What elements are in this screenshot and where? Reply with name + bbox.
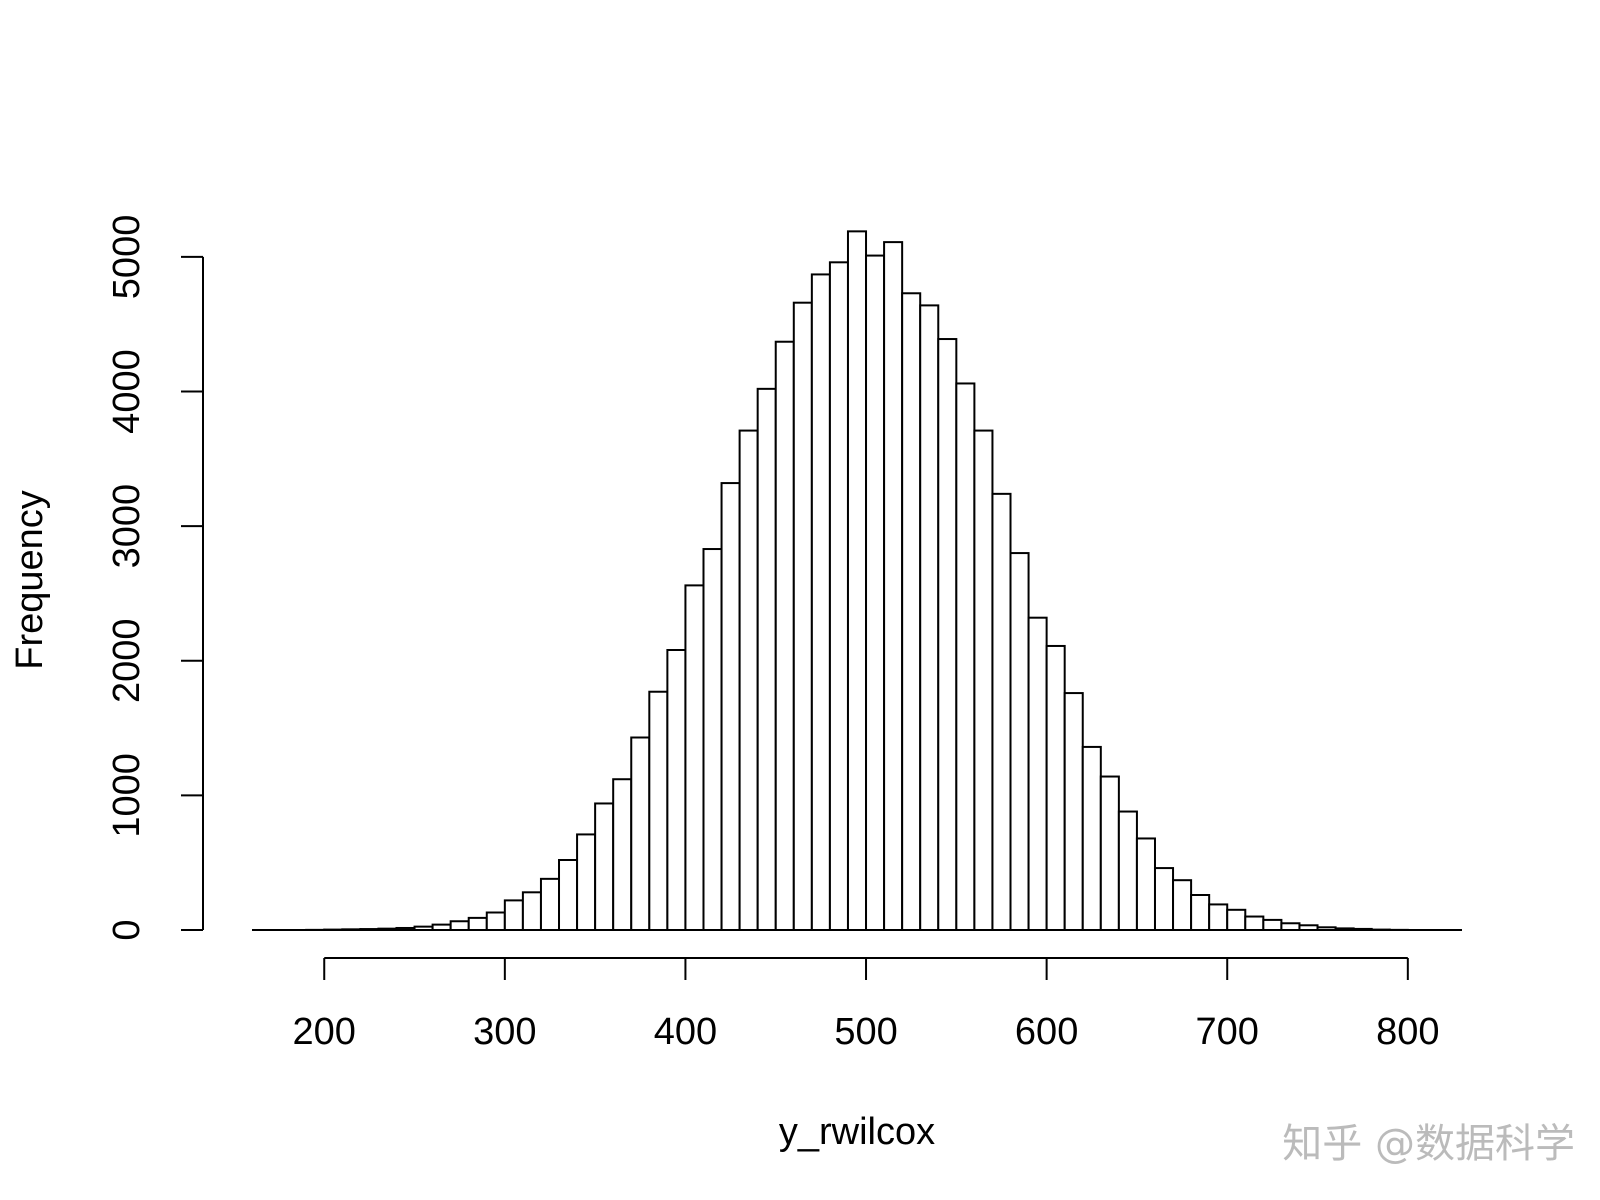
bar <box>1352 927 1373 932</box>
bar <box>720 482 741 931</box>
bar <box>1153 867 1175 931</box>
bar <box>1063 692 1084 931</box>
x-tick-label: 700 <box>1196 1011 1259 1053</box>
bar <box>684 584 705 932</box>
bar <box>648 690 669 931</box>
bar <box>449 920 470 931</box>
bar <box>1172 879 1193 932</box>
bar <box>1244 915 1265 931</box>
x-tick-label: 600 <box>1015 1011 1078 1053</box>
bar <box>558 859 579 931</box>
bar <box>467 916 488 932</box>
bar <box>792 301 813 931</box>
y-tick-label: 0 <box>106 919 148 940</box>
x-tick-label: 300 <box>473 1011 536 1053</box>
bar <box>937 338 958 931</box>
y-tick-label: 1000 <box>106 753 148 838</box>
bar <box>738 429 759 931</box>
bar <box>630 736 651 931</box>
bar <box>774 340 795 931</box>
bar <box>395 926 416 932</box>
bar <box>594 802 615 932</box>
bar <box>810 273 831 931</box>
bar <box>1262 918 1283 932</box>
y-tick-label: 2000 <box>106 618 148 703</box>
bar <box>1334 927 1355 932</box>
bar <box>503 899 524 932</box>
bar <box>919 304 940 931</box>
bar <box>521 891 542 931</box>
bar <box>377 927 398 932</box>
x-tick-label: 200 <box>293 1011 356 1053</box>
bar <box>1190 894 1211 931</box>
bar <box>485 911 506 931</box>
bar <box>1135 837 1156 932</box>
bar <box>359 928 380 931</box>
y-tick-label: 3000 <box>106 484 148 569</box>
bar <box>612 778 633 931</box>
bar <box>1099 775 1120 931</box>
bar <box>955 382 976 931</box>
bar <box>1009 552 1030 931</box>
bar <box>1081 745 1102 932</box>
bar <box>1117 810 1138 931</box>
bar <box>1027 616 1048 931</box>
bar <box>341 928 362 931</box>
y-tick-label: 4000 <box>106 349 148 434</box>
bar <box>702 548 723 931</box>
y-tick-label: 5000 <box>106 215 148 300</box>
bar <box>828 261 849 931</box>
bar <box>991 492 1012 931</box>
bar <box>666 649 687 931</box>
x-axis-label: y_rwilcox <box>779 1111 935 1153</box>
bar <box>1316 926 1337 931</box>
x-tick-label: 500 <box>834 1011 897 1053</box>
bar <box>576 833 597 932</box>
x-tick-label: 800 <box>1376 1011 1439 1053</box>
bar <box>1280 922 1301 931</box>
bar <box>756 387 777 932</box>
bar <box>1298 924 1319 931</box>
y-axis-label: Frequency <box>9 490 51 670</box>
bar <box>846 230 868 932</box>
bar <box>1208 903 1229 932</box>
bar <box>883 241 904 932</box>
bar <box>901 292 922 931</box>
bar <box>539 877 561 931</box>
bar <box>1226 908 1247 931</box>
bar <box>413 925 434 932</box>
bar <box>1045 644 1066 931</box>
watermark: 知乎 @数据科学 <box>1282 1121 1575 1167</box>
bar <box>973 429 994 931</box>
x-tick-label: 400 <box>654 1011 717 1053</box>
bar <box>431 923 452 931</box>
bar <box>865 254 886 932</box>
